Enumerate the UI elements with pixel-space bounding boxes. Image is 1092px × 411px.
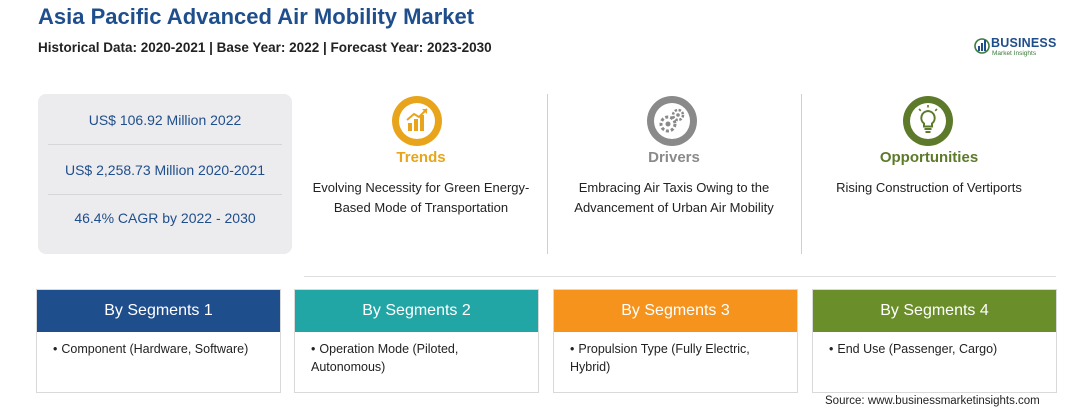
segment-2-header: By Segments 2 xyxy=(295,290,538,332)
growth-chart-icon xyxy=(392,96,442,146)
globe-logo-icon xyxy=(974,38,990,54)
segment-card-2: By Segments 2 • Operation Mode (Piloted, … xyxy=(294,289,539,393)
bullet-icon: • xyxy=(570,342,575,356)
column-divider xyxy=(801,94,802,254)
logo-tagline: Market Insights xyxy=(992,50,1037,57)
stat-divider xyxy=(48,144,282,145)
key-stats-panel: US$ 106.92 Million 2022 US$ 2,258.73 Mil… xyxy=(38,94,292,254)
segment-2-item: Operation Mode (Piloted, Autonomous) xyxy=(311,342,459,374)
business-market-insights-logo[interactable]: BUSINESS Market Insights xyxy=(974,34,1064,60)
opportunities-column: Opportunities Rising Construction of Ver… xyxy=(802,94,1056,254)
trends-text: Evolving Necessity for Green Energy-Base… xyxy=(312,180,530,215)
gears-icon xyxy=(647,96,697,146)
segment-4-body: • End Use (Passenger, Cargo) xyxy=(813,332,1056,358)
stat-market-value-2022: US$ 106.92 Million 2022 xyxy=(88,112,242,128)
segment-card-4: By Segments 4 • End Use (Passenger, Cargo… xyxy=(812,289,1057,393)
segment-1-body: • Component (Hardware, Software) xyxy=(37,332,280,358)
section-divider xyxy=(304,276,1056,277)
segment-3-header: By Segments 3 xyxy=(554,290,797,332)
bullet-icon: • xyxy=(311,342,316,356)
segment-card-3: By Segments 3 • Propulsion Type (Fully El… xyxy=(553,289,798,393)
segment-card-1: By Segments 1 • Component (Hardware, Soft… xyxy=(36,289,281,393)
drivers-text: Embracing Air Taxis Owing to the Advance… xyxy=(574,180,774,215)
segment-4-item: End Use (Passenger, Cargo) xyxy=(837,342,998,356)
opportunities-text: Rising Construction of Vertiports xyxy=(836,180,1022,195)
stat-cagr: 46.4% CAGR by 2022 - 2030 xyxy=(74,210,256,226)
trends-column: Trends Evolving Necessity for Green Ener… xyxy=(296,94,546,254)
drivers-column: Drivers Embracing Air Taxis Owing to the… xyxy=(548,94,800,254)
page-subtitle: Historical Data: 2020-2021 | Base Year: … xyxy=(38,40,492,55)
drivers-title: Drivers xyxy=(648,149,700,166)
stat-divider xyxy=(48,194,282,195)
segment-3-item: Propulsion Type (Fully Electric, Hybrid) xyxy=(570,342,750,374)
opportunities-title: Opportunities xyxy=(879,149,979,166)
column-divider xyxy=(547,94,548,254)
source-citation: Source: www.businessmarketinsights.com xyxy=(825,395,1040,407)
trends-title: Trends xyxy=(396,149,446,166)
stat-historical-value: US$ 2,258.73 Million 2020-2021 xyxy=(64,162,266,178)
bullet-icon: • xyxy=(53,342,58,356)
segment-1-header: By Segments 1 xyxy=(37,290,280,332)
segment-2-body: • Operation Mode (Piloted, Autonomous) xyxy=(295,332,538,376)
bullet-icon: • xyxy=(829,342,834,356)
segment-3-body: • Propulsion Type (Fully Electric, Hybrid… xyxy=(554,332,797,376)
segment-1-item: Component (Hardware, Software) xyxy=(61,342,249,356)
segment-4-header: By Segments 4 xyxy=(813,290,1056,332)
lightbulb-icon xyxy=(903,96,953,146)
page-title: Asia Pacific Advanced Air Mobility Marke… xyxy=(38,4,475,29)
logo-wordmark: BUSINESS xyxy=(991,36,1057,50)
